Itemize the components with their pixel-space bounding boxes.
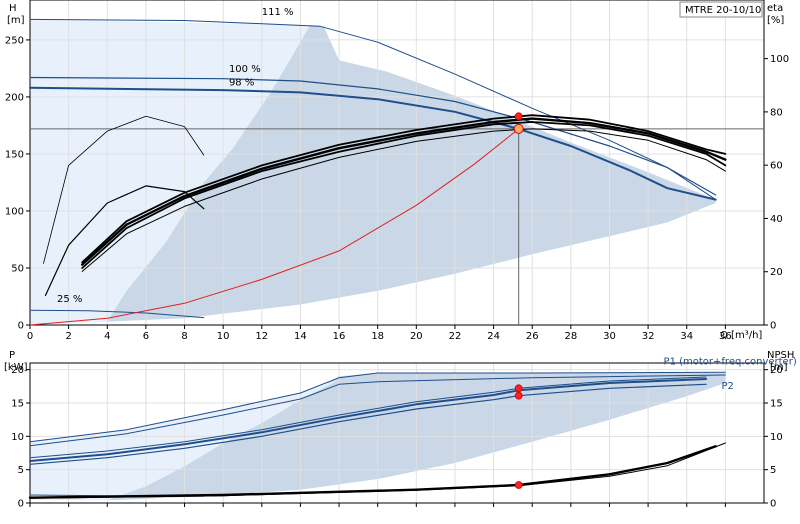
top-curve-eta-7 <box>81 114 727 264</box>
x-tick-label: 6 <box>143 331 149 342</box>
eta-axis-unit: [%] <box>767 15 784 26</box>
x-tick-label: 10 <box>217 331 230 342</box>
x-tick-label: 30 <box>603 331 616 342</box>
bot-y-tick-label: 20 <box>11 365 24 376</box>
head-plot-frame <box>29 0 765 326</box>
top-y2-tick-label: 60 <box>770 161 783 172</box>
x-tick-label: 2 <box>65 331 71 342</box>
top-y2-tick-label: 80 <box>770 107 783 118</box>
top-curve-eta-8 <box>81 121 727 269</box>
top-curve-25- <box>29 309 205 319</box>
bot-curve-p1-1 <box>29 374 726 447</box>
head-panel: 111 %100 %98 %25 % 0 2 4 6 8 10 12 14 16 18 20 22 24… <box>5 0 789 342</box>
npsh-axis-label: NPSH <box>767 350 794 361</box>
top-curve-111- <box>29 18 717 201</box>
top-operating-marker <box>514 112 523 121</box>
flow-axis-label: Q [m³/h] <box>720 330 762 341</box>
top-curve-label: 25 % <box>57 294 82 305</box>
x-tick-label: 16 <box>333 331 346 342</box>
top-area-envelope <box>107 25 716 322</box>
bot-curve-p1-3 <box>29 376 707 459</box>
top-y-tick-label: 100 <box>5 206 24 217</box>
bot-y2-tick-label: 15 <box>770 399 783 410</box>
bot-y2-tick-label: 0 <box>770 499 776 510</box>
bot-y-tick-label: 5 <box>18 465 24 476</box>
top-y-tick-label: 250 <box>5 35 24 46</box>
top-y-tick-label: 200 <box>5 92 24 103</box>
power-plot-frame <box>29 362 765 504</box>
top-y-tick-label: 0 <box>18 321 24 332</box>
power-panel: P1 (motor+freq.converter) P2 0 5 10 15 20 0 5 10… <box>4 350 797 510</box>
x-tick-label: 20 <box>410 331 423 342</box>
bot-curve-label: P2 <box>722 381 734 392</box>
bot-curve-npsh-7 <box>29 442 726 499</box>
top-curve-eta-5 <box>43 115 205 264</box>
top-curve-100- <box>29 76 717 196</box>
x-tick-label: 22 <box>449 331 462 342</box>
duty-point-marker <box>513 123 524 134</box>
x-tick-label: 4 <box>104 331 110 342</box>
power-axis-label: P <box>9 350 15 361</box>
top-y-tick-label: 50 <box>11 263 24 274</box>
x-tick-label: 36 <box>719 331 732 342</box>
bot-curve-npsh-6 <box>28 445 717 499</box>
x-tick-label: 32 <box>642 331 655 342</box>
bot-curve-p2 <box>29 383 707 465</box>
x-tick-label: 8 <box>181 331 187 342</box>
x-tick-label: 0 <box>27 331 33 342</box>
pump-title: MTRE 20-10/10 <box>685 5 761 16</box>
head-axis-unit: [m] <box>7 15 25 26</box>
power-axis-unit: [kW] <box>4 362 28 373</box>
top-y-tick-label: 150 <box>5 149 24 160</box>
x-tick-label: 12 <box>255 331 268 342</box>
x-tick-label: 18 <box>371 331 384 342</box>
top-y2-tick-label: 40 <box>770 214 783 225</box>
top-curve-label: 100 % <box>229 64 261 75</box>
top-curve-label: 111 % <box>262 7 294 18</box>
top-y2-tick-label: 20 <box>770 267 783 278</box>
x-tick-label: 26 <box>526 331 539 342</box>
top-curve-label: 98 % <box>229 78 254 89</box>
npsh-axis-unit: [m] <box>770 362 788 373</box>
bot-y2-tick-label: 10 <box>770 432 783 443</box>
top-curve-system-4 <box>29 128 520 326</box>
pump-title-box <box>679 1 763 18</box>
x-tick-label: 24 <box>487 331 500 342</box>
top-curve-eta-9 <box>81 117 727 266</box>
x-tick-label: 28 <box>564 331 577 342</box>
bot-curve-p1-motor-freq-converter- <box>29 371 726 443</box>
top-curve-eta-10 <box>81 128 726 272</box>
bot-curve-p1-2 <box>29 378 708 462</box>
x-tick-label: 14 <box>294 331 307 342</box>
top-y2-tick-label: 100 <box>770 54 789 65</box>
head-axis-label: H <box>9 3 17 14</box>
bot-y-tick-label: 10 <box>11 432 24 443</box>
bot-y-tick-label: 15 <box>11 399 24 410</box>
bot-y2-tick-label: 20 <box>770 365 783 376</box>
bot-operating-marker <box>514 481 523 489</box>
eta-axis-label: eta <box>767 3 783 14</box>
top-y2-tick-label: 0 <box>770 321 776 332</box>
bot-y-tick-label: 0 <box>18 499 24 510</box>
bot-curve-label: P1 (motor+freq.converter) <box>664 356 797 367</box>
bot-y2-tick-label: 5 <box>770 465 776 476</box>
bot-operating-marker <box>514 384 523 393</box>
bot-operating-marker <box>514 391 523 400</box>
x-tick-label: 34 <box>680 331 693 342</box>
